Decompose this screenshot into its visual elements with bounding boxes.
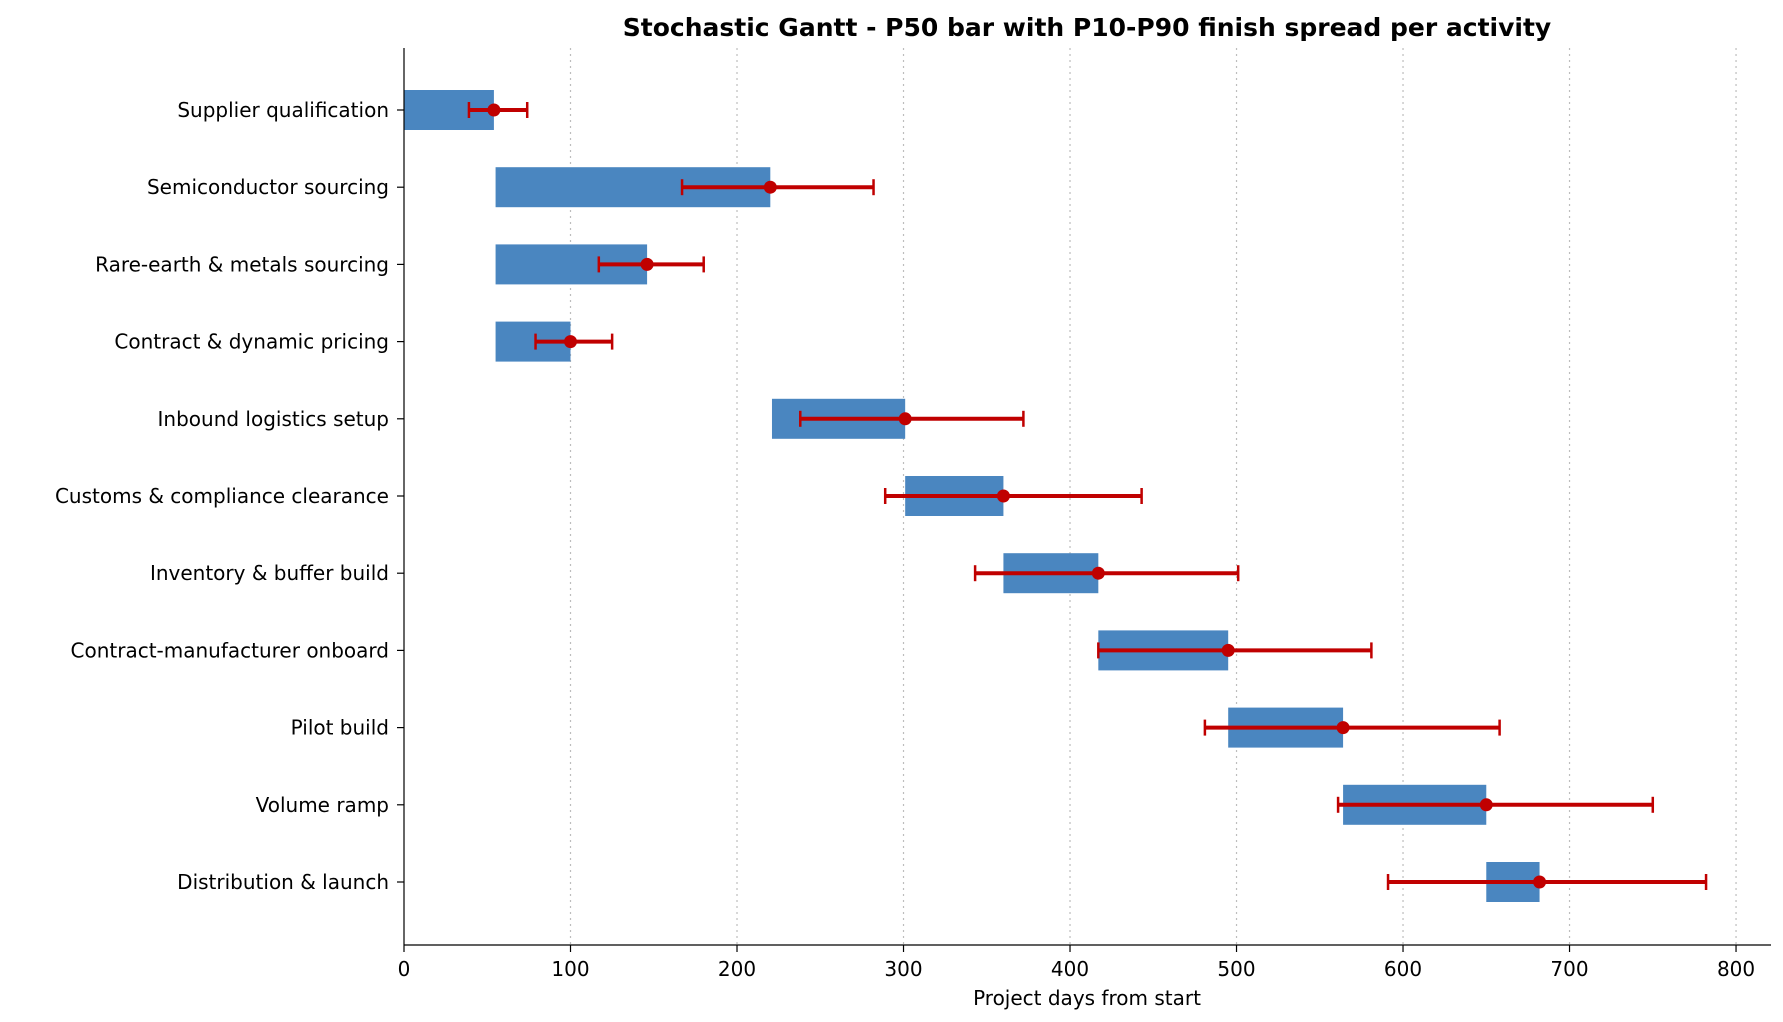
p50-finish-marker xyxy=(564,335,578,349)
x-tick-label: 100 xyxy=(551,957,589,981)
x-tick-label: 0 xyxy=(398,957,411,981)
y-tick-label: Volume ramp xyxy=(256,793,389,817)
p50-finish-marker xyxy=(1091,566,1105,580)
y-tick-label: Supplier qualification xyxy=(177,98,389,122)
p50-finish-marker xyxy=(1479,798,1493,812)
x-tick-label: 700 xyxy=(1550,957,1588,981)
p50-finish-marker xyxy=(487,103,501,117)
y-tick-label: Inbound logistics setup xyxy=(158,407,389,431)
x-tick-label: 800 xyxy=(1717,957,1755,981)
p50-finish-marker xyxy=(640,257,654,271)
chart-title: Stochastic Gantt - P50 bar with P10-P90 … xyxy=(623,13,1551,42)
spread-layer xyxy=(467,102,1708,890)
x-tick-label: 500 xyxy=(1217,957,1255,981)
y-tick-label: Pilot build xyxy=(291,716,389,740)
y-tick-label: Inventory & buffer build xyxy=(150,561,389,585)
p50-finish-marker xyxy=(763,180,777,194)
p50-finish-marker xyxy=(996,489,1010,503)
p50-finish-marker xyxy=(1221,643,1235,657)
x-tick-label: 300 xyxy=(884,957,922,981)
y-tick-label: Semiconductor sourcing xyxy=(147,175,389,199)
y-tick-label: Rare-earth & metals sourcing xyxy=(95,252,389,276)
x-tick-label: 200 xyxy=(718,957,756,981)
p50-finish-marker xyxy=(1533,875,1547,889)
x-tick-label: 400 xyxy=(1051,957,1089,981)
p50-finish-marker xyxy=(898,412,912,426)
y-tick-label: Customs & compliance clearance xyxy=(55,484,389,508)
p50-finish-marker xyxy=(1336,721,1350,735)
x-tick-label: 600 xyxy=(1384,957,1422,981)
x-axis-label: Project days from start xyxy=(973,986,1201,1010)
axis-layer: Supplier qualification Semiconductor sour… xyxy=(55,48,1771,981)
y-tick-label: Contract & dynamic pricing xyxy=(114,330,389,354)
y-tick-label: Distribution & launch xyxy=(177,870,389,894)
y-tick-label: Contract-manufacturer onboard xyxy=(71,638,390,662)
